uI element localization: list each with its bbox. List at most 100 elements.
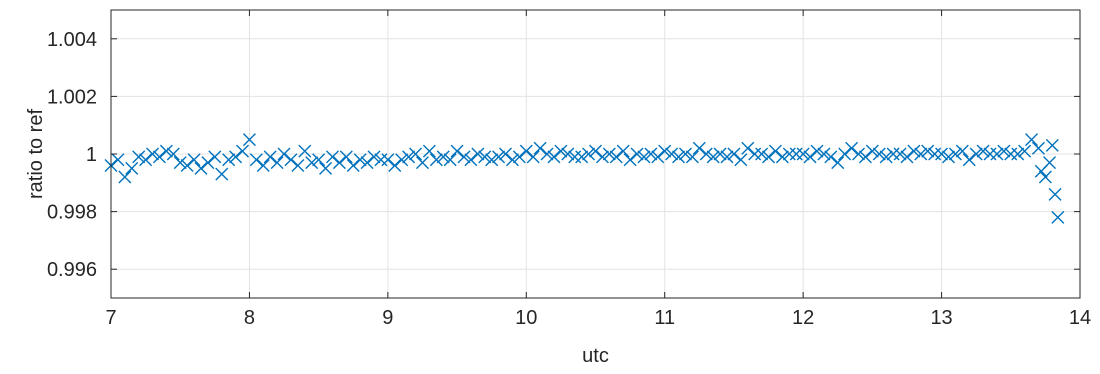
data-point-marker xyxy=(616,144,630,158)
data-point-marker xyxy=(713,147,727,161)
data-point-marker xyxy=(665,147,679,161)
data-point-marker xyxy=(229,150,243,164)
data-point-marker xyxy=(422,144,436,158)
data-point-marker xyxy=(166,147,180,161)
x-tick-label: 11 xyxy=(654,307,675,329)
data-point-marker xyxy=(319,161,333,175)
data-point-marker xyxy=(990,147,1004,161)
y-tick-label: 0.998 xyxy=(47,202,97,224)
data-point-marker xyxy=(381,153,395,167)
data-point-marker xyxy=(1011,147,1025,161)
data-point-marker xyxy=(817,147,831,161)
data-point-marker xyxy=(464,153,478,167)
y-tick-label: 1 xyxy=(86,144,97,166)
data-point-marker xyxy=(879,150,893,164)
data-point-marker xyxy=(852,147,866,161)
data-point-marker xyxy=(651,150,665,164)
data-point-marker xyxy=(692,141,706,155)
x-axis-label: utc xyxy=(582,345,609,367)
data-point-marker xyxy=(471,147,485,161)
data-point-marker xyxy=(575,150,589,164)
data-point-marker xyxy=(187,153,201,167)
data-point-marker xyxy=(948,147,962,161)
data-point-marker xyxy=(893,147,907,161)
data-point-marker xyxy=(353,153,367,167)
data-point-marker xyxy=(298,144,312,158)
x-tick-label: 12 xyxy=(792,307,814,329)
data-point-marker xyxy=(706,150,720,164)
data-point-marker xyxy=(658,144,672,158)
data-point-marker xyxy=(457,150,471,164)
data-point-marker xyxy=(900,150,914,164)
x-tick-label: 14 xyxy=(1069,307,1091,329)
data-point-marker xyxy=(125,161,139,175)
data-point-marker xyxy=(409,147,423,161)
data-point-marker xyxy=(332,156,346,170)
data-point-marker xyxy=(845,141,859,155)
data-point-marker xyxy=(429,153,443,167)
data-point-marker xyxy=(519,144,533,158)
data-point-marker xyxy=(962,153,976,167)
data-point-marker xyxy=(623,153,637,167)
x-tick-label: 8 xyxy=(244,307,255,329)
data-point-marker xyxy=(1043,156,1057,170)
data-point-marker xyxy=(727,147,741,161)
data-point-marker xyxy=(215,167,229,181)
data-point-marker xyxy=(395,153,409,167)
data-point-marker xyxy=(955,144,969,158)
data-point-marker xyxy=(360,156,374,170)
data-point-marker xyxy=(983,147,997,161)
data-point-marker xyxy=(672,150,686,164)
data-point-marker xyxy=(796,147,810,161)
data-point-marker xyxy=(312,153,326,167)
data-point-marker xyxy=(291,159,305,173)
data-point-marker xyxy=(941,150,955,164)
x-tick-label: 13 xyxy=(930,307,952,329)
data-point-marker xyxy=(762,150,776,164)
data-point-marker xyxy=(367,150,381,164)
data-point-marker xyxy=(492,150,506,164)
data-point-marker xyxy=(415,156,429,170)
data-point-marker xyxy=(644,147,658,161)
data-point-marker xyxy=(263,150,277,164)
data-point-marker xyxy=(159,144,173,158)
data-point-marker xyxy=(277,147,291,161)
data-point-marker xyxy=(921,144,935,158)
data-point-marker xyxy=(1025,133,1039,147)
data-point-marker xyxy=(935,147,949,161)
data-point-marker xyxy=(526,150,540,164)
data-point-marker xyxy=(589,144,602,158)
data-point-marker xyxy=(561,147,575,161)
data-point-marker xyxy=(907,144,921,158)
data-point-marker xyxy=(969,147,983,161)
x-tick-label: 9 xyxy=(382,307,393,329)
data-point-marker xyxy=(831,156,845,170)
data-point-marker xyxy=(976,144,990,158)
x-tick-label: 7 xyxy=(105,307,116,329)
data-point-marker xyxy=(748,147,762,161)
data-point-marker xyxy=(803,150,817,164)
data-point-marker xyxy=(540,147,554,161)
data-point-marker xyxy=(554,144,568,158)
data-point-marker xyxy=(582,147,596,161)
data-point-marker xyxy=(249,153,263,167)
data-point-marker xyxy=(242,133,256,147)
data-point-marker xyxy=(872,147,886,161)
data-point-marker xyxy=(325,150,339,164)
data-point-marker xyxy=(443,153,457,167)
data-point-marker xyxy=(789,147,803,161)
data-point-marker xyxy=(284,153,298,167)
data-point-marker xyxy=(1018,144,1032,158)
data-point-marker xyxy=(450,144,464,158)
data-point-marker xyxy=(1051,210,1065,224)
data-point-marker xyxy=(678,147,692,161)
data-point-marker xyxy=(1048,187,1062,201)
data-point-marker xyxy=(478,150,492,164)
y-axis-label: ratio to ref xyxy=(25,109,47,199)
data-point-marker xyxy=(838,147,852,161)
data-point-marker xyxy=(118,170,132,184)
data-point-marker xyxy=(505,153,519,167)
data-point-marker xyxy=(512,150,526,164)
data-point-marker xyxy=(928,147,942,161)
